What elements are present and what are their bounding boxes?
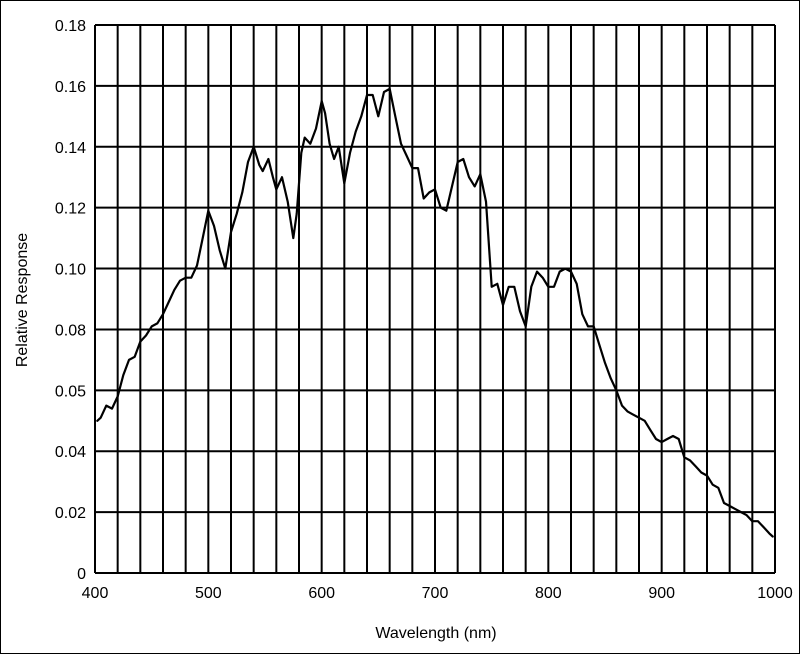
x-tick-label: 800 [535,585,562,602]
y-tick-label: 0.14 [55,140,86,157]
y-tick-label: 0.04 [55,444,86,461]
x-tick-label: 500 [195,585,222,602]
x-tick-label: 600 [308,585,335,602]
x-axis-title: Wavelength (nm) [375,625,496,642]
y-tick-label: 0.05 [55,383,86,400]
y-tick-label: 0.08 [55,322,86,339]
series-line [96,87,774,538]
x-tick-label: 700 [422,585,449,602]
y-tick-label: 0.12 [55,201,86,218]
y-tick-label: 0.02 [55,505,86,522]
x-tick-label: 400 [82,585,109,602]
y-tick-label: 0.16 [55,79,86,96]
x-tick-label: 900 [648,585,675,602]
y-axis-ticks: 0 0.02 0.04 0.05 0.08 0.10 0.12 0.14 0.16 0.18 [55,18,86,583]
series-group [96,87,774,538]
y-tick-label: 0.10 [55,262,86,279]
y-axis-title: Relative Response [14,233,31,367]
y-tick-label: 0 [77,566,86,583]
y-tick-label: 0.18 [55,18,86,35]
x-axis-ticks: 400 500 600 700 800 900 1000 [82,585,793,602]
x-tick-label: 1000 [757,585,793,602]
grid-lines [94,24,776,574]
